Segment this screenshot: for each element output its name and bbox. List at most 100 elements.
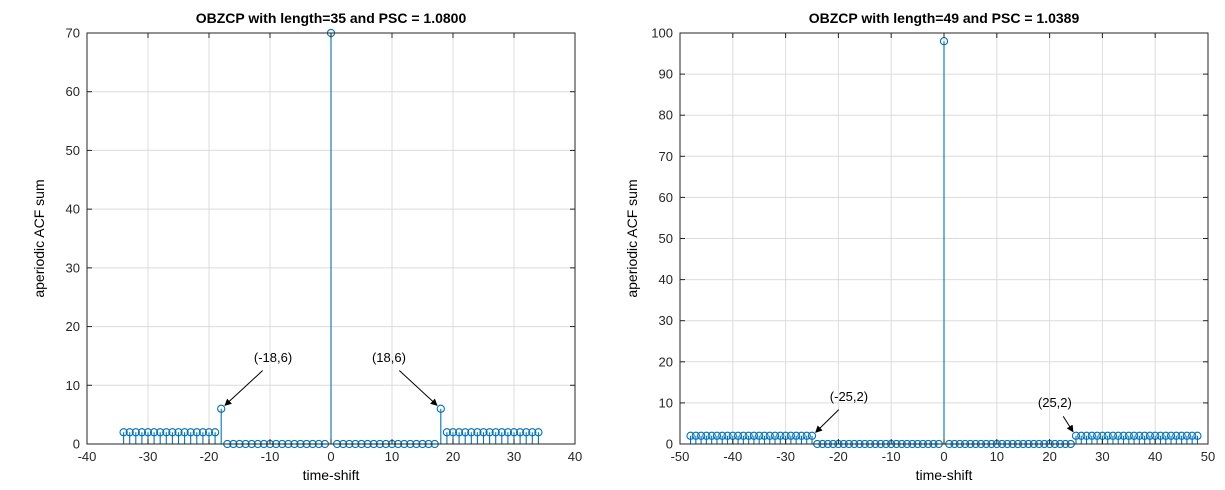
stem-marker <box>1145 431 1155 440</box>
y-tick-label: 0 <box>73 437 80 452</box>
y-tick-label: 50 <box>66 143 80 158</box>
y-axis-label: aperiodic ACF sum <box>31 179 47 297</box>
stem-marker <box>1135 431 1144 440</box>
stem-marker <box>442 428 452 437</box>
stem-marker <box>739 431 748 440</box>
stem-marker <box>760 431 769 440</box>
x-tick-label: -20 <box>200 449 219 464</box>
y-tick-label: 10 <box>66 378 80 393</box>
stem-marker <box>515 428 525 437</box>
stem-marker <box>691 431 700 440</box>
stem-marker <box>137 428 147 437</box>
y-tick-label: 40 <box>66 202 80 217</box>
stem-marker <box>186 428 195 437</box>
stem-marker <box>217 404 226 413</box>
stem-marker <box>1188 431 1197 440</box>
x-tick-label: -40 <box>78 449 97 464</box>
x-tick-label: 20 <box>1042 449 1056 464</box>
stem-marker <box>454 428 464 437</box>
stem-marker <box>1092 431 1102 440</box>
stem-marker <box>522 428 531 437</box>
stem-marker <box>733 431 743 440</box>
y-tick-label: 20 <box>659 354 673 369</box>
stem-marker <box>198 428 208 437</box>
y-tick-label: 60 <box>66 84 80 99</box>
stem-marker <box>180 428 189 437</box>
stem-marker <box>131 428 140 437</box>
y-tick-label: 80 <box>659 108 673 123</box>
stem-marker <box>696 431 706 440</box>
stem-marker <box>707 431 716 440</box>
stem-marker <box>1119 431 1128 440</box>
x-tick-label: 40 <box>568 449 582 464</box>
stem-marker <box>448 428 458 437</box>
y-tick-label: 10 <box>659 395 673 410</box>
stem-marker <box>776 431 785 440</box>
stem-marker <box>797 431 806 440</box>
x-tick-label: -50 <box>671 449 690 464</box>
stem-marker <box>497 428 506 437</box>
stem-marker <box>1082 431 1091 440</box>
stem-marker <box>1077 431 1086 440</box>
x-axis-label: time-shift <box>303 467 360 483</box>
stem-marker <box>125 428 134 437</box>
stem-marker <box>509 428 519 437</box>
stem-marker <box>1129 431 1139 440</box>
y-tick-label: 40 <box>659 272 673 287</box>
chart-title: OBZCP with length=49 and PSC = 1.0389 <box>809 10 1080 26</box>
stem-marker <box>723 431 732 440</box>
stem-marker <box>765 431 774 440</box>
stem-marker <box>1166 431 1176 440</box>
stem-marker <box>1193 431 1202 440</box>
stem-marker <box>461 428 470 437</box>
stem-marker <box>162 428 171 437</box>
stem-marker <box>1124 431 1133 440</box>
x-tick-label: 30 <box>1095 449 1109 464</box>
stem-marker <box>792 431 801 440</box>
y-tick-label: 30 <box>66 260 80 275</box>
x-tick-label: 10 <box>385 449 399 464</box>
stem-marker <box>1087 431 1096 440</box>
stem-marker <box>534 428 543 437</box>
stem-marker <box>168 428 177 437</box>
stem-marker <box>686 431 695 440</box>
stem-marker <box>749 431 759 440</box>
stem-marker <box>174 428 183 437</box>
stem-marker <box>712 431 722 440</box>
stem-marker <box>503 428 513 437</box>
stem-marker <box>473 428 482 437</box>
stem-marker <box>1182 431 1192 440</box>
stem-marker <box>204 428 214 437</box>
annotation-arrow <box>398 370 438 406</box>
annotation-arrow <box>1062 415 1074 433</box>
stem-marker <box>755 431 764 440</box>
stem-marker <box>1177 431 1186 440</box>
y-tick-label: 50 <box>659 231 673 246</box>
x-tick-label: 0 <box>327 449 334 464</box>
x-tick-label: 30 <box>507 449 521 464</box>
stem-marker <box>479 428 488 437</box>
x-tick-label: -10 <box>882 449 901 464</box>
stem-marker <box>1103 431 1112 440</box>
y-tick-label: 0 <box>666 437 673 452</box>
stem-marker <box>786 431 796 440</box>
annotation-label: (-25,2) <box>830 389 868 404</box>
y-axis-label: aperiodic ACF sum <box>624 179 640 297</box>
x-tick-label: 20 <box>446 449 460 464</box>
y-tick-label: 20 <box>66 319 80 334</box>
x-tick-label: 50 <box>1201 449 1215 464</box>
x-tick-label: -10 <box>261 449 280 464</box>
stem-marker <box>528 428 537 437</box>
stem-marker <box>1140 431 1149 440</box>
annotation-arrow <box>815 409 840 433</box>
stem-marker <box>1108 431 1118 440</box>
stem-marker <box>436 404 445 413</box>
y-tick-label: 70 <box>66 26 80 41</box>
x-tick-label: -20 <box>829 449 848 464</box>
chart-2: -50 -40 -30 -20 -10 0 10 20 30 40 50 0 10 20 30 40 50 60 7… <box>624 10 1215 483</box>
y-tick-label: 90 <box>659 67 673 82</box>
stem-marker <box>192 428 201 437</box>
x-axis-label: time-shift <box>916 467 973 483</box>
chart-title: OBZCP with length=35 and PSC = 1.0800 <box>196 10 467 26</box>
